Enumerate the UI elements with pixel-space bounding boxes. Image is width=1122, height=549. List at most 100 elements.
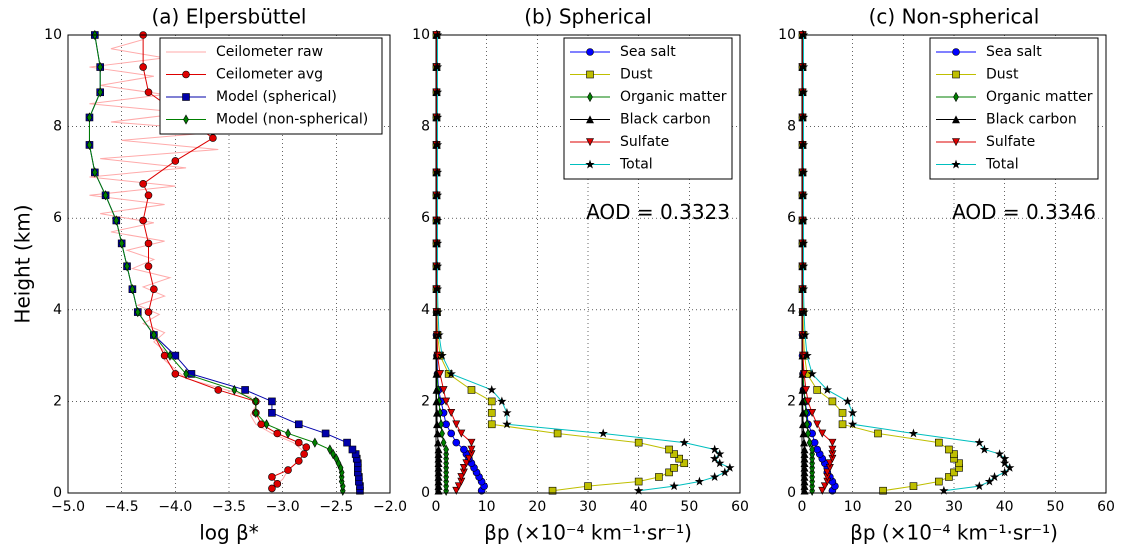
legend-box <box>929 37 1099 180</box>
legend-marker <box>953 91 959 103</box>
marker <box>989 472 1000 481</box>
x-tick-label: 30 <box>579 499 597 515</box>
legend-box <box>563 37 733 180</box>
marker <box>798 140 809 149</box>
legend-box <box>159 37 383 135</box>
marker <box>548 486 557 495</box>
chart-title: (c) Non-spherical <box>869 5 1040 29</box>
marker <box>838 409 847 417</box>
marker <box>799 420 807 429</box>
marker <box>432 397 441 406</box>
y-tick-label: 4 <box>421 302 430 318</box>
marker <box>294 438 303 447</box>
marker <box>459 464 468 472</box>
y-axis-label: Height (km) <box>11 204 35 323</box>
legend-label: Ceilometer raw <box>216 44 323 60</box>
marker <box>432 190 443 200</box>
legend-marker <box>952 70 960 79</box>
legend-marker <box>585 159 595 169</box>
marker <box>798 397 807 406</box>
marker <box>457 473 466 482</box>
marker <box>800 481 809 490</box>
marker <box>828 397 837 406</box>
marker <box>134 306 141 318</box>
marker <box>798 284 809 294</box>
x-tick-label: 10 <box>844 499 862 515</box>
legend-marker <box>586 138 594 147</box>
marker <box>807 369 817 378</box>
legend-label: Sea salt <box>986 44 1042 60</box>
y-tick-label: 10 <box>412 27 430 43</box>
chart-title: (a) Elpersbüttel <box>152 5 307 29</box>
x-tick-label: −3.5 <box>212 499 246 515</box>
y-tick-label: 2 <box>787 393 796 409</box>
marker <box>457 429 466 438</box>
marker <box>452 486 461 495</box>
chart-title: (b) Spherical <box>524 5 652 29</box>
marker <box>908 428 919 438</box>
marker <box>434 454 443 463</box>
x-tick-label: 40 <box>996 499 1014 515</box>
marker <box>102 190 109 201</box>
legend-marker <box>952 115 960 124</box>
legend-label: Black carbon <box>986 112 1077 128</box>
legend-label: Sulfate <box>986 134 1035 150</box>
legend-label: Model (spherical) <box>216 89 337 105</box>
marker <box>86 139 93 151</box>
y-tick-label: 4 <box>53 302 62 318</box>
marker <box>252 407 259 418</box>
legend-label: Organic matter <box>620 89 727 105</box>
marker <box>434 477 443 486</box>
marker <box>467 386 476 394</box>
marker <box>437 350 447 360</box>
marker <box>828 438 837 447</box>
marker <box>327 444 333 455</box>
x-tick-label: 60 <box>1097 499 1115 515</box>
marker <box>798 112 809 122</box>
marker <box>268 484 276 493</box>
legend-marker <box>587 91 593 103</box>
marker <box>439 428 445 439</box>
plot-frame <box>435 34 741 494</box>
marker <box>974 481 985 491</box>
plot-frame <box>67 34 391 494</box>
marker <box>825 459 834 468</box>
marker <box>273 480 282 488</box>
marker <box>452 420 461 429</box>
x-tick-label: −4.5 <box>105 499 139 515</box>
marker <box>150 285 158 293</box>
y-tick-label: 8 <box>787 119 796 135</box>
marker <box>979 444 990 454</box>
y-tick-label: 10 <box>44 27 62 43</box>
legend-marker <box>586 70 594 79</box>
marker <box>300 450 308 458</box>
marker <box>118 238 125 249</box>
marker <box>798 190 809 200</box>
y-tick-label: 2 <box>421 393 430 409</box>
x-axis-label: βp (×10⁻⁴ km⁻¹·sr⁻¹) <box>484 521 692 545</box>
y-tick-label: 0 <box>53 485 62 501</box>
marker <box>209 134 217 142</box>
marker <box>263 419 270 430</box>
marker <box>502 419 512 429</box>
y-tick-label: 0 <box>421 485 430 501</box>
marker <box>598 428 608 438</box>
marker <box>268 397 276 406</box>
marker <box>91 167 98 178</box>
marker <box>798 238 809 248</box>
legend-label: Ceilometer avg <box>216 67 323 83</box>
marker <box>798 62 809 72</box>
marker <box>433 408 441 417</box>
marker <box>231 384 238 396</box>
marker <box>806 437 813 448</box>
legend-marker <box>952 138 960 147</box>
marker <box>144 191 153 200</box>
marker <box>800 449 809 458</box>
marker <box>497 396 507 406</box>
marker <box>669 481 679 491</box>
marker <box>433 307 443 317</box>
marker <box>584 482 592 490</box>
marker <box>443 444 449 455</box>
marker <box>433 420 441 429</box>
marker <box>432 167 443 177</box>
